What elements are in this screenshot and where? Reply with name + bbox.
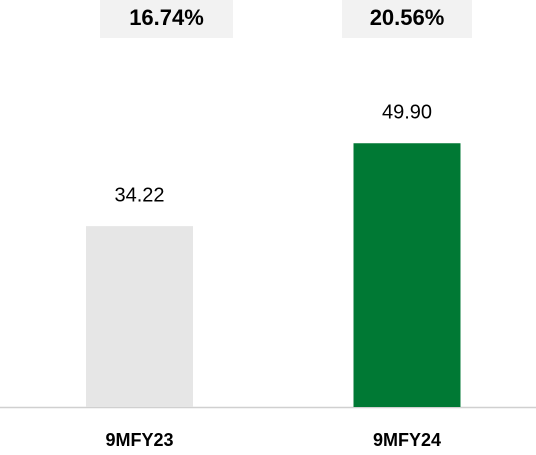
value-label: 34.22 bbox=[114, 184, 164, 206]
bar bbox=[353, 143, 461, 407]
annotation: 16.74% bbox=[129, 5, 204, 30]
annotation: 20.56% bbox=[370, 5, 445, 30]
x-tick-label: 9MFY23 bbox=[105, 430, 173, 450]
annotation-box bbox=[100, 0, 233, 38]
value-label: 49.90 bbox=[382, 102, 432, 124]
annotation-box bbox=[342, 0, 472, 38]
bar bbox=[86, 226, 193, 407]
x-tick-label: 9MFY24 bbox=[373, 430, 441, 450]
